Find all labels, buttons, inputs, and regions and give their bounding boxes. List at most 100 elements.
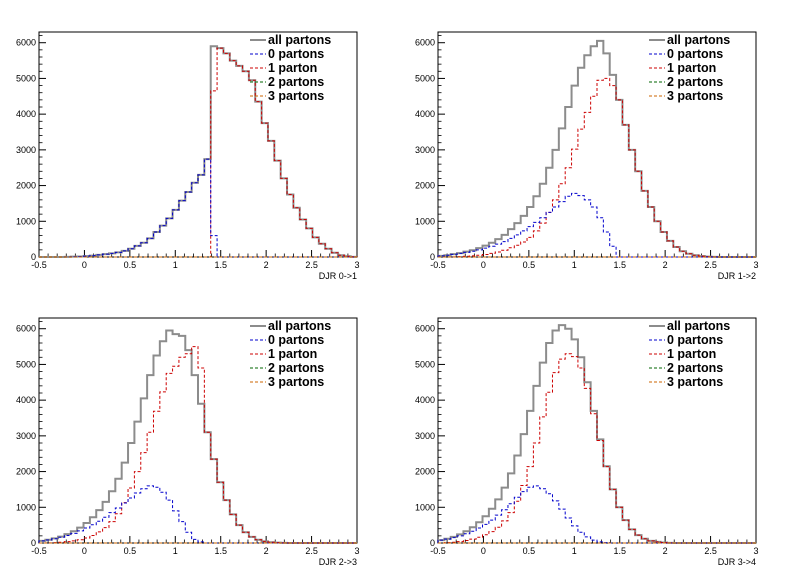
x-tick-label: 2 — [264, 260, 269, 270]
y-tick-label: 3000 — [16, 431, 36, 441]
legend-label: 3 partons — [667, 375, 723, 389]
x-tick-label: 0 — [481, 260, 486, 270]
series-0-partons — [39, 158, 357, 258]
x-tick-label: 0.5 — [523, 546, 536, 556]
legend-label: 2 partons — [268, 75, 324, 89]
x-tick-label: -0.5 — [31, 546, 47, 556]
x-tick-label: 0.5 — [124, 546, 137, 556]
x-tick-label: 1.5 — [613, 260, 626, 270]
y-tick-label: 1000 — [415, 502, 435, 512]
legend-label: 1 parton — [268, 61, 317, 75]
x-axis-title: DJR 2->3 — [319, 557, 357, 567]
x-tick-label: 2 — [663, 546, 668, 556]
series-all-partons — [437, 39, 756, 258]
legend-label: all partons — [268, 319, 331, 333]
x-tick-label: 1.5 — [214, 260, 227, 270]
x-tick-label: 3 — [753, 260, 758, 270]
y-tick-label: 6000 — [415, 38, 435, 48]
x-axis-title: DJR 1->2 — [718, 271, 756, 281]
histogram-panel-3: -0.5 0 0.5 1 1.5 2 2.5 301000200030004000500060… — [16, 317, 360, 567]
x-tick-label: 1 — [572, 546, 577, 556]
legend-label: 2 partons — [667, 361, 723, 375]
y-tick-label: 4000 — [16, 109, 36, 119]
y-tick-label: 6000 — [16, 324, 36, 334]
legend-label: 3 partons — [268, 89, 324, 103]
y-tick-label: 5000 — [16, 359, 36, 369]
x-tick-label: 2.5 — [305, 546, 318, 556]
legend-label: all partons — [667, 33, 730, 47]
x-tick-label: 2 — [264, 546, 269, 556]
histogram-panel-2: -0.5 0 0.5 1 1.5 2 2.5 301000200030004000500060… — [415, 31, 759, 281]
plot-frame — [437, 317, 757, 544]
legend-label: all partons — [268, 33, 331, 47]
y-tick-label: 6000 — [415, 324, 435, 334]
series-0-partons — [38, 485, 357, 544]
legend-label: all partons — [667, 319, 730, 333]
legend-label: 0 partons — [268, 47, 324, 61]
y-tick-label: 0 — [31, 538, 36, 548]
x-tick-label: 1 — [173, 546, 178, 556]
series-0-partons — [437, 192, 756, 258]
y-tick-label: 0 — [430, 252, 435, 262]
histogram-panel-4: -0.5 0 0.5 1 1.5 2 2.5 301000200030004000500060… — [415, 317, 759, 567]
histogram-panel-1: -0.5 0 0.5 1 1.5 2 2.5 301000200030004000500060… — [16, 31, 360, 281]
legend-label: 1 parton — [667, 347, 716, 361]
y-tick-label: 1000 — [16, 502, 36, 512]
x-tick-label: 1.5 — [613, 546, 626, 556]
x-tick-label: 0.5 — [523, 260, 536, 270]
x-tick-label: -0.5 — [430, 546, 446, 556]
plot-frame — [437, 31, 757, 258]
series-1-parton — [39, 47, 358, 258]
legend-label: 2 partons — [667, 75, 723, 89]
x-tick-label: 2.5 — [305, 260, 318, 270]
x-tick-label: 3 — [354, 546, 359, 556]
x-tick-label: 0 — [82, 260, 87, 270]
x-tick-label: 2.5 — [704, 260, 717, 270]
x-tick-label: 1.5 — [214, 546, 227, 556]
x-tick-label: 1 — [173, 260, 178, 270]
x-tick-label: 1 — [572, 260, 577, 270]
x-axis-title: DJR 0->1 — [319, 271, 357, 281]
y-tick-label: 1000 — [415, 216, 435, 226]
y-tick-label: 3000 — [415, 431, 435, 441]
plot-frame — [38, 317, 358, 544]
x-tick-label: 3 — [753, 546, 758, 556]
legend-label: 0 partons — [667, 333, 723, 347]
y-tick-label: 3000 — [16, 145, 36, 155]
x-axis-title: DJR 3->4 — [718, 557, 756, 567]
y-tick-label: 2000 — [415, 181, 435, 191]
plot-frame — [38, 31, 358, 258]
x-tick-label: -0.5 — [430, 260, 446, 270]
y-tick-label: 6000 — [16, 38, 36, 48]
series-0-partons — [437, 485, 756, 544]
legend-label: 3 partons — [667, 89, 723, 103]
y-tick-label: 5000 — [415, 73, 435, 83]
legend-label: 0 partons — [268, 333, 324, 347]
x-tick-label: 3 — [354, 260, 359, 270]
legend-label: 1 parton — [268, 347, 317, 361]
y-tick-label: 0 — [31, 252, 36, 262]
legend-label: 0 partons — [667, 47, 723, 61]
x-tick-label: 0 — [82, 546, 87, 556]
legend-label: 3 partons — [268, 375, 324, 389]
y-tick-label: 1000 — [16, 216, 36, 226]
legend-label: 2 partons — [268, 361, 324, 375]
legend-label: 1 parton — [667, 61, 716, 75]
x-tick-label: -0.5 — [31, 260, 47, 270]
y-tick-label: 4000 — [16, 395, 36, 405]
x-tick-label: 2.5 — [704, 546, 717, 556]
y-tick-label: 4000 — [415, 395, 435, 405]
y-tick-label: 5000 — [415, 359, 435, 369]
y-tick-label: 0 — [430, 538, 435, 548]
y-tick-label: 4000 — [415, 109, 435, 119]
x-tick-label: 2 — [663, 260, 668, 270]
y-tick-label: 2000 — [16, 467, 36, 477]
y-tick-label: 2000 — [16, 181, 36, 191]
y-tick-label: 2000 — [415, 467, 435, 477]
y-tick-label: 3000 — [415, 145, 435, 155]
